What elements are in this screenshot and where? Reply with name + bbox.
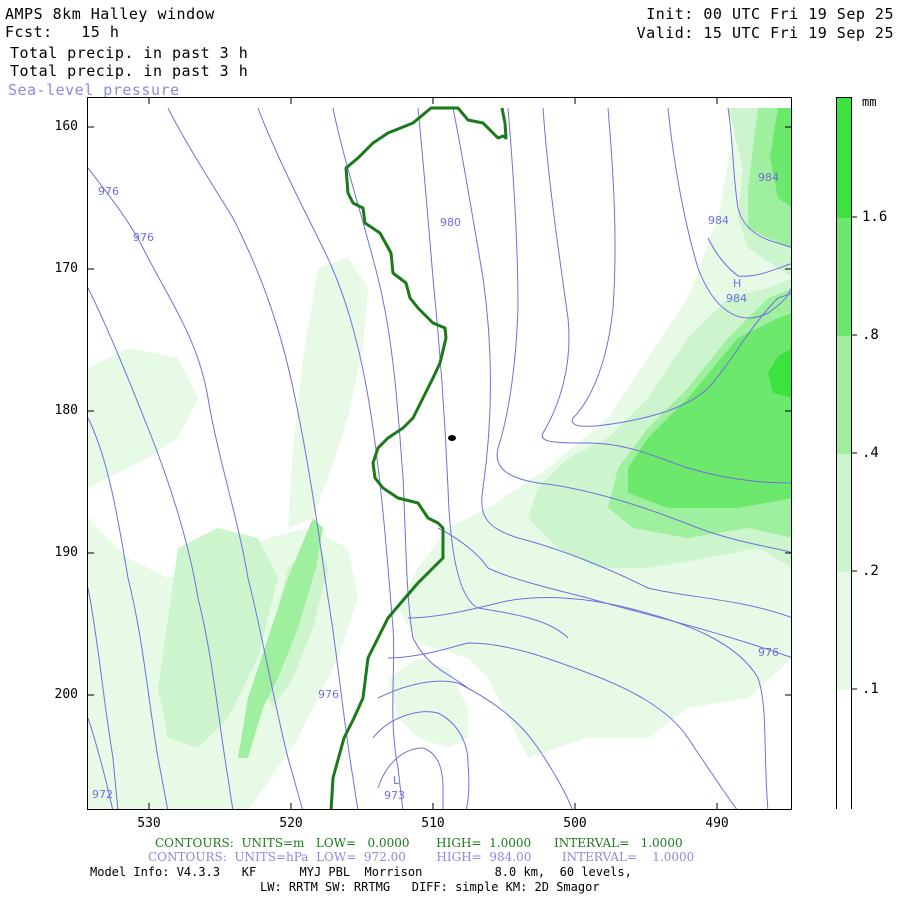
init-time: Init: 00 UTC Fri 19 Sep 25 bbox=[646, 5, 894, 23]
x-tick-label: 510 bbox=[421, 816, 445, 831]
precip-area-light bbox=[388, 658, 468, 748]
x-tick-label: 520 bbox=[279, 816, 303, 831]
precip-shading bbox=[88, 108, 791, 809]
y-tick-label: 170 bbox=[54, 261, 78, 276]
app-title: AMPS 8km Halley window bbox=[5, 5, 215, 23]
isobar-line bbox=[377, 747, 444, 809]
isobar-line bbox=[88, 717, 114, 809]
isobar-line bbox=[167, 107, 359, 809]
contour-info-precip: CONTOURS: UNITS=m LOW= 0.0000 HIGH= 1.00… bbox=[155, 836, 683, 850]
isobar-line bbox=[496, 107, 791, 553]
isobar-line bbox=[372, 711, 470, 809]
station-marker bbox=[448, 435, 456, 441]
precip-area-peak bbox=[768, 349, 791, 398]
valid-time: Valid: 15 UTC Fri 19 Sep 25 bbox=[636, 24, 894, 42]
colorbar-segment bbox=[837, 572, 851, 690]
precip-area-medium bbox=[158, 528, 278, 748]
isobar-line bbox=[88, 167, 303, 809]
isobar-line bbox=[707, 237, 791, 277]
colorbar-segment bbox=[837, 98, 851, 218]
isobar-label: 984 bbox=[708, 214, 729, 227]
isobar-label: 976 bbox=[318, 688, 339, 701]
isobar-line bbox=[727, 107, 791, 248]
colorbar-label: .4 bbox=[862, 445, 879, 461]
isobar-label: 980 bbox=[440, 216, 461, 229]
isobar-label: 976 bbox=[98, 185, 119, 198]
colorbar-label: 1.6 bbox=[862, 209, 888, 225]
isobar-line bbox=[452, 107, 791, 618]
isobar-label: 973 bbox=[384, 789, 405, 802]
y-tick-label: 200 bbox=[54, 687, 78, 702]
y-tick-label: 190 bbox=[54, 545, 78, 560]
isobar-lines bbox=[88, 107, 791, 809]
map-canvas: 976 976 980 984 984 H 984 976 976 L 973 … bbox=[88, 106, 791, 809]
high-pressure-marker: H bbox=[733, 277, 741, 290]
map-panel: 976 976 980 984 984 H 984 976 976 L 973 … bbox=[87, 97, 792, 810]
colorbar-label: .2 bbox=[862, 563, 879, 579]
colorbar-label: .1 bbox=[862, 681, 879, 697]
isobar-label: 984 bbox=[726, 292, 747, 305]
isobar-line bbox=[88, 287, 234, 809]
isobar-label: 972 bbox=[92, 788, 113, 801]
low-pressure-marker: L bbox=[393, 774, 400, 787]
field-label-precip-2: Total precip. in past 3 h bbox=[10, 62, 249, 80]
precip-area-max bbox=[770, 108, 791, 207]
isobar-line bbox=[257, 107, 404, 809]
y-tick-label: 180 bbox=[54, 403, 78, 418]
isobar-line bbox=[667, 107, 791, 319]
precip-colorbar bbox=[836, 97, 852, 810]
model-info: Model Info: V4.3.3 KF MYJ PBL Morrison 8… bbox=[90, 865, 632, 879]
physics-info: LW: RRTM SW: RRTMG DIFF: simple KM: 2D S… bbox=[260, 880, 600, 894]
isobar-label: 984 bbox=[758, 171, 779, 184]
precip-area-max bbox=[628, 313, 791, 508]
isobar-line bbox=[377, 680, 573, 809]
colorbar-label: .8 bbox=[862, 327, 879, 343]
colorbar-segment bbox=[837, 336, 851, 454]
x-tick-label: 500 bbox=[563, 816, 587, 831]
isobar-line bbox=[88, 417, 169, 809]
isobar-label: 976 bbox=[133, 231, 154, 244]
isobar-line bbox=[541, 107, 791, 484]
y-tick-label: 160 bbox=[54, 119, 78, 134]
isobar-line bbox=[88, 587, 119, 809]
precip-area-light bbox=[88, 348, 198, 488]
contour-info-pressure: CONTOURS: UNITS=hPa LOW= 972.00 HIGH= 98… bbox=[148, 850, 695, 864]
coastline bbox=[329, 106, 508, 809]
isobar-line bbox=[332, 107, 469, 689]
colorbar-segment bbox=[837, 218, 851, 336]
isobar-line bbox=[387, 642, 738, 809]
colorbar-segment bbox=[837, 690, 851, 810]
x-tick-label: 490 bbox=[705, 816, 729, 831]
isobar-line bbox=[407, 597, 769, 809]
colorbar-segment bbox=[837, 454, 851, 572]
isobar-line bbox=[437, 527, 791, 658]
isobar-label: 976 bbox=[758, 646, 779, 659]
colorbar-unit: mm bbox=[862, 95, 877, 109]
precip-area-heavy bbox=[238, 518, 323, 758]
x-tick-label: 530 bbox=[137, 816, 161, 831]
isobar-line bbox=[571, 107, 791, 427]
forecast-hour: Fcst: 15 h bbox=[5, 23, 120, 41]
isobar-line bbox=[417, 107, 569, 639]
field-label-slp: Sea-level pressure bbox=[8, 81, 180, 99]
precip-area-light bbox=[288, 258, 368, 528]
field-label-precip-1: Total precip. in past 3 h bbox=[10, 44, 249, 62]
